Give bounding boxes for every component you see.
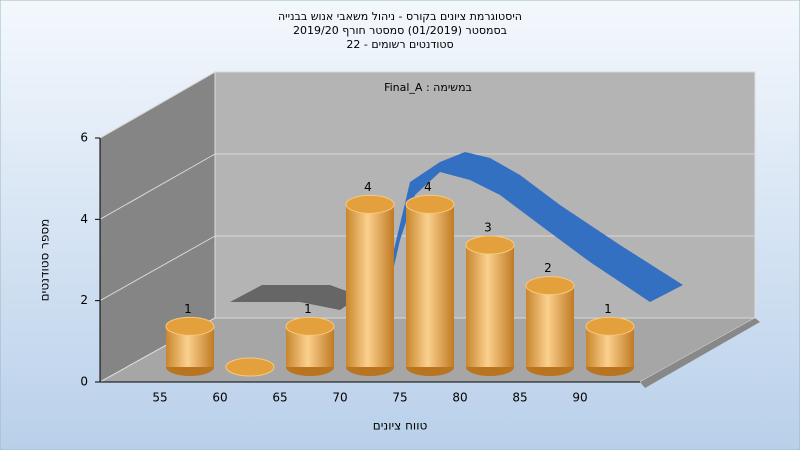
- bars: 1 1 4 4 3 2 1: [165, 180, 635, 377]
- x-tick-label: 80: [452, 391, 467, 405]
- x-axis-label: טווח ציונים: [373, 419, 428, 433]
- bar: [526, 285, 574, 367]
- y-tick-label: 6: [80, 131, 88, 145]
- data-label: 4: [424, 180, 432, 194]
- y-tick-label: 0: [80, 375, 88, 389]
- x-tick-label: 85: [512, 391, 527, 405]
- distribution-curve: [392, 152, 683, 302]
- data-label: 1: [604, 302, 612, 316]
- x-tick-label: 55: [152, 391, 167, 405]
- bar-top: [585, 316, 635, 336]
- data-label: 3: [484, 221, 492, 235]
- bar: [406, 204, 454, 367]
- bar: [466, 245, 514, 367]
- grid-line: [99, 235, 216, 302]
- data-label: 1: [184, 302, 192, 316]
- x-tick-label: 90: [572, 391, 587, 405]
- grid-line: [99, 71, 216, 139]
- bar-top: [165, 316, 215, 336]
- annotation: Final_A : במשימה: [384, 81, 472, 94]
- grid-line: [99, 153, 216, 220]
- chart-subtitle: סטודנטים רשומים - 22: [346, 38, 453, 51]
- chart-subtitle: בסמסטר (01/2019) סמסטר חורף 2019/20: [293, 24, 507, 37]
- y-axis-label: מספר סטודנטים: [38, 219, 52, 302]
- x-tick-label: 75: [392, 391, 407, 405]
- chart-title: היסטוגרמת ציונים בקורס - ניהול משאבי אנו…: [278, 10, 522, 23]
- bar-top: [345, 194, 395, 214]
- bar-top: [285, 316, 335, 336]
- bar-top: [405, 194, 455, 214]
- x-tick-label: 70: [332, 391, 347, 405]
- bar-top: [225, 357, 275, 377]
- y-tick-label: 2: [80, 293, 88, 307]
- y-tick-label: 4: [80, 212, 88, 226]
- x-tick-label: 60: [212, 391, 227, 405]
- data-label: 2: [544, 261, 552, 275]
- x-tick-label: 65: [272, 391, 287, 405]
- floor-edge: [640, 318, 760, 388]
- bar: [346, 204, 394, 367]
- bar-top: [465, 235, 515, 255]
- data-label: 1: [304, 302, 312, 316]
- bar-top: [525, 276, 575, 296]
- curve-shadow: [230, 285, 360, 310]
- data-label: 4: [364, 180, 372, 194]
